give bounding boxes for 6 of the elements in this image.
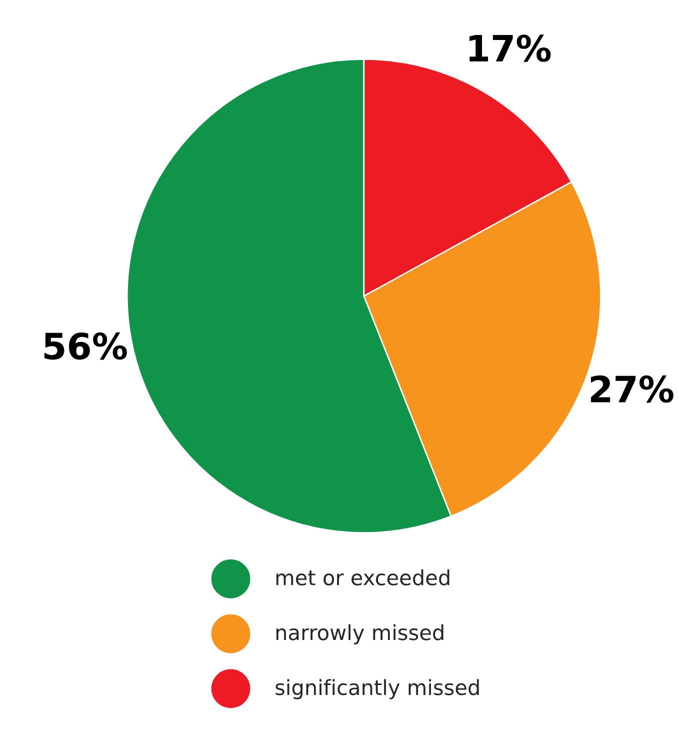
- legend-label: narrowly missed: [276, 624, 444, 644]
- data-label: 17%: [469, 34, 551, 62]
- legend-label: significantly missed: [276, 679, 479, 700]
- data-label: 56%: [44, 332, 127, 360]
- data-label: 27%: [590, 375, 674, 403]
- legend-label: met or exceeded: [276, 569, 450, 586]
